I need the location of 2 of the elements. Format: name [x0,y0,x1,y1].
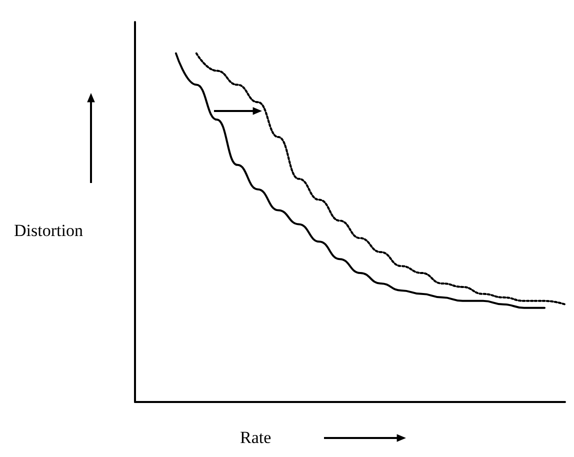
y-axis-title: Distortion [14,221,83,241]
x-axis-title: Rate [240,428,272,448]
